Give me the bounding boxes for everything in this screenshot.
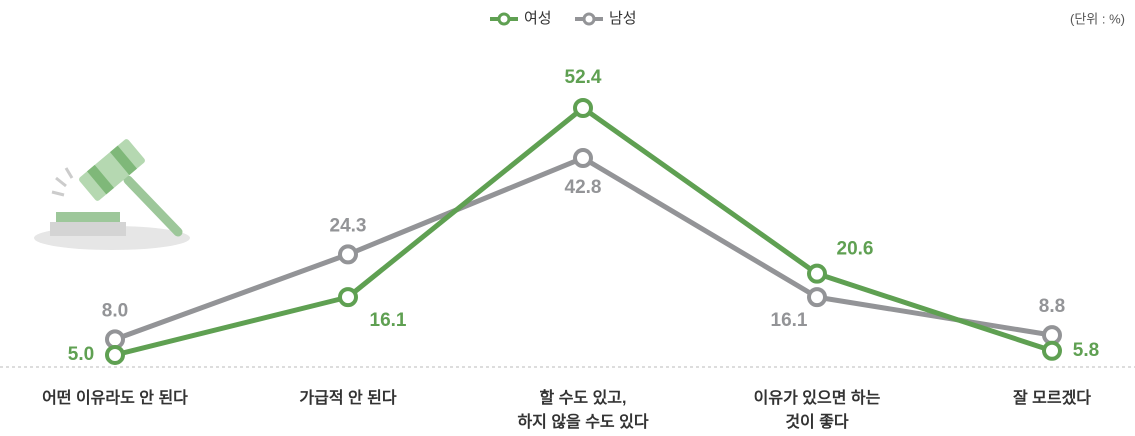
- data-label: 16.1: [370, 310, 407, 331]
- data-label: 20.6: [837, 239, 874, 260]
- data-label: 24.3: [330, 215, 367, 236]
- data-point: [105, 344, 125, 365]
- data-label: 5.8: [1073, 340, 1099, 361]
- legend-label: 남성: [609, 10, 637, 27]
- legend-marker: [497, 12, 511, 26]
- unit-label: (단위 : %): [1070, 11, 1125, 26]
- data-point: [573, 97, 593, 118]
- data-label: 8.0: [102, 300, 128, 321]
- x-tick-label: 어떤 이유라도 안 된다: [42, 390, 188, 407]
- x-tick-label: 이유가 있으면 하는 것이 좋다: [753, 390, 881, 431]
- data-point: [573, 148, 593, 169]
- data-label: 52.4: [565, 67, 602, 88]
- data-point: [807, 263, 827, 284]
- data-label: 42.8: [565, 177, 602, 198]
- data-point: [807, 287, 827, 308]
- data-point: [1042, 340, 1062, 361]
- series-line: [114, 105, 1053, 358]
- data-label: 8.8: [1039, 296, 1065, 317]
- x-tick-label: 가급적 안 된다: [299, 390, 397, 407]
- x-tick-label: 할 수도 있고, 하지 않을 수도 있다: [517, 390, 649, 431]
- data-point: [338, 244, 358, 265]
- legend-marker: [582, 12, 596, 26]
- gavel-icon: [34, 139, 190, 250]
- data-point: [1042, 325, 1062, 346]
- data-label: 5.0: [68, 344, 94, 365]
- data-label: 16.1: [771, 310, 808, 331]
- data-point: [338, 287, 358, 308]
- x-tick-label: 잘 모르겠다: [1012, 390, 1092, 407]
- data-point: [105, 329, 125, 350]
- legend-label: 여성: [524, 10, 552, 27]
